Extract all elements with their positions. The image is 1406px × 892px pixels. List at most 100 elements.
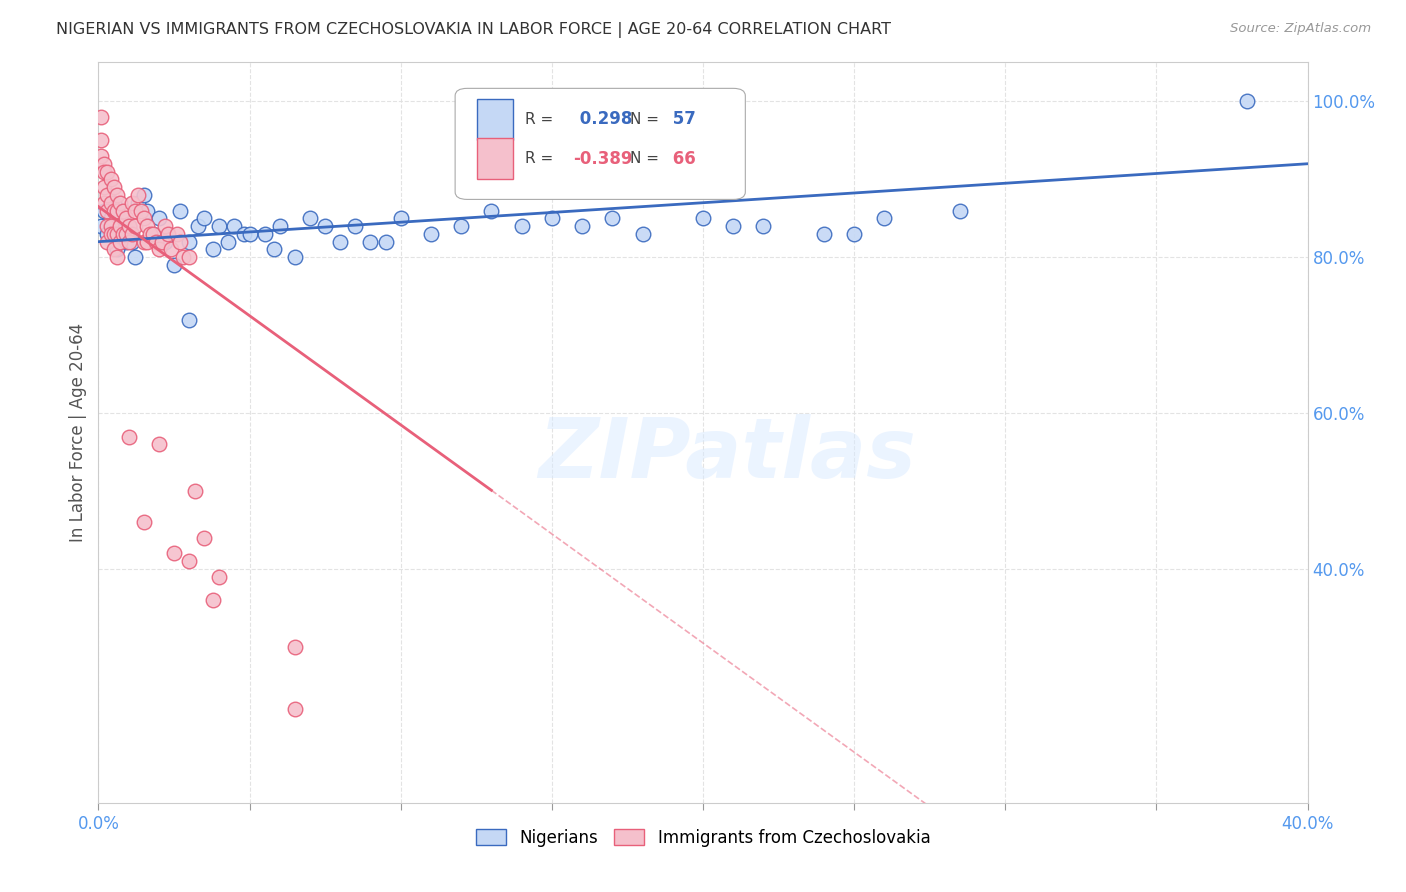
Point: [148, 437, 170, 451]
Point: [103, 180, 125, 194]
Point: [127, 188, 149, 202]
Text: N =: N =: [630, 151, 664, 166]
Point: [571, 219, 593, 233]
Point: [172, 250, 194, 264]
Point: [111, 227, 134, 241]
Point: [105, 203, 128, 218]
Point: [156, 227, 179, 241]
Text: NIGERIAN VS IMMIGRANTS FROM CZECHOSLOVAKIA IN LABOR FORCE | AGE 20-64 CORRELATIO: NIGERIAN VS IMMIGRANTS FROM CZECHOSLOVAK…: [56, 22, 891, 38]
Point: [239, 227, 262, 241]
Point: [360, 235, 382, 249]
Point: [132, 211, 155, 226]
Point: [118, 219, 141, 233]
Point: [139, 227, 162, 241]
Point: [118, 219, 141, 233]
Y-axis label: In Labor Force | Age 20-64: In Labor Force | Age 20-64: [69, 323, 87, 542]
Point: [217, 235, 239, 249]
Text: 66: 66: [666, 150, 696, 168]
Point: [844, 227, 866, 241]
Point: [132, 235, 155, 249]
Point: [100, 227, 122, 241]
Point: [208, 219, 231, 233]
Point: [540, 211, 562, 226]
Point: [121, 235, 143, 249]
Point: [163, 258, 186, 272]
Point: [111, 203, 134, 218]
Point: [193, 211, 215, 226]
Point: [284, 250, 307, 264]
Point: [269, 219, 291, 233]
Point: [224, 219, 246, 233]
Point: [108, 235, 131, 249]
Point: [93, 180, 115, 194]
Point: [169, 235, 191, 249]
FancyBboxPatch shape: [477, 138, 513, 179]
Point: [142, 227, 165, 241]
Point: [118, 235, 141, 249]
Point: [148, 211, 170, 226]
Point: [145, 235, 167, 249]
Point: [100, 219, 122, 233]
Point: [153, 219, 176, 233]
Point: [100, 195, 122, 210]
Point: [187, 219, 209, 233]
Text: -0.389: -0.389: [574, 150, 633, 168]
Point: [93, 203, 115, 218]
Point: [389, 211, 412, 226]
Point: [284, 640, 307, 654]
Point: [481, 203, 503, 218]
Point: [873, 211, 896, 226]
Point: [135, 203, 157, 218]
Point: [169, 203, 191, 218]
Point: [193, 531, 215, 545]
FancyBboxPatch shape: [477, 99, 513, 140]
Point: [132, 515, 155, 529]
Text: 57: 57: [666, 111, 696, 128]
Point: [103, 203, 125, 218]
Point: [202, 593, 225, 607]
Point: [160, 243, 183, 257]
Point: [129, 203, 152, 218]
Point: [692, 211, 714, 226]
Point: [148, 243, 170, 257]
Point: [284, 702, 307, 716]
Point: [253, 227, 276, 241]
Point: [166, 227, 188, 241]
Point: [510, 219, 533, 233]
Point: [96, 203, 118, 218]
Point: [111, 211, 134, 226]
Point: [105, 250, 128, 264]
Point: [179, 250, 201, 264]
Point: [263, 243, 285, 257]
Point: [114, 235, 136, 249]
Text: Source: ZipAtlas.com: Source: ZipAtlas.com: [1230, 22, 1371, 36]
Point: [114, 227, 136, 241]
Point: [108, 219, 131, 233]
Point: [93, 164, 115, 178]
Point: [1236, 95, 1258, 109]
Point: [299, 211, 322, 226]
FancyBboxPatch shape: [456, 88, 745, 200]
Point: [105, 243, 128, 257]
Point: [114, 211, 136, 226]
Point: [163, 546, 186, 560]
Point: [103, 195, 125, 210]
Point: [450, 219, 472, 233]
Point: [90, 149, 112, 163]
Point: [90, 110, 112, 124]
Point: [631, 227, 654, 241]
Point: [813, 227, 835, 241]
Point: [314, 219, 336, 233]
Point: [127, 195, 149, 210]
Point: [100, 211, 122, 226]
Point: [93, 195, 115, 210]
Point: [723, 219, 745, 233]
Point: [96, 188, 118, 202]
Point: [208, 570, 231, 584]
Point: [179, 312, 201, 326]
Point: [232, 227, 254, 241]
Text: 0.298: 0.298: [574, 111, 631, 128]
Point: [135, 235, 157, 249]
Point: [602, 211, 624, 226]
Point: [150, 235, 173, 249]
